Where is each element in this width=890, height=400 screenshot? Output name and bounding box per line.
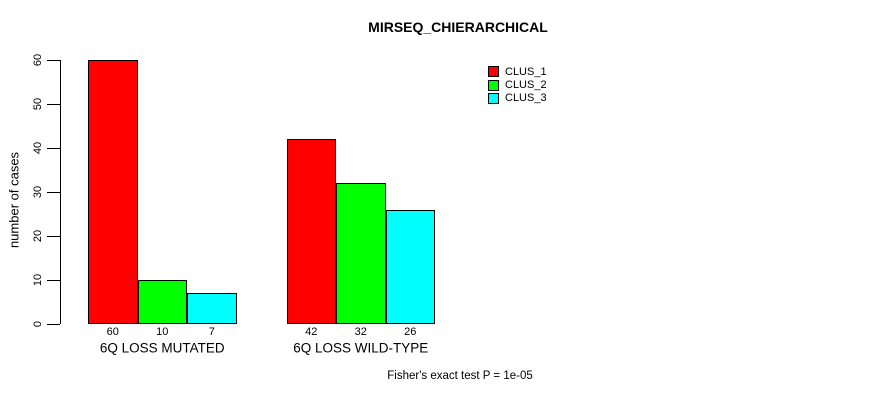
y-axis-tick [47, 104, 60, 105]
legend-label: CLUS_3 [505, 92, 547, 105]
legend-item: CLUS_1 [488, 65, 547, 78]
y-axis-tick [47, 280, 60, 281]
y-tick-label: 30 [32, 185, 44, 199]
legend-swatch [488, 92, 499, 104]
bar-value-label: 42 [305, 326, 318, 338]
bar-clus_1 [286, 139, 336, 324]
bar-value-label: 60 [106, 326, 119, 338]
y-axis-tick [47, 148, 60, 149]
legend-swatch [488, 79, 499, 91]
bar-value-label: 7 [208, 326, 215, 338]
bar-value-label: 26 [404, 326, 417, 338]
category-label: 6Q LOSS WILD-TYPE [293, 340, 429, 356]
legend-item: CLUS_2 [488, 78, 547, 91]
y-tick-label: 60 [32, 53, 44, 67]
y-tick-label: 10 [32, 273, 44, 287]
chart-title: MIRSEQ_CHIERARCHICAL [368, 19, 548, 35]
y-axis-tick [47, 236, 60, 237]
bar-clus_1 [88, 60, 138, 324]
legend: CLUS_1 CLUS_2 CLUS_3 [488, 65, 547, 105]
category-label: 6Q LOSS MUTATED [99, 340, 225, 356]
legend-label: CLUS_2 [505, 79, 547, 92]
y-axis-tick [47, 324, 60, 325]
legend-item: CLUS_3 [488, 92, 547, 105]
y-tick-label: 0 [32, 320, 44, 328]
bar-value-label: 10 [156, 326, 169, 338]
bar-clus_2 [137, 280, 187, 324]
footnote: Fisher's exact test P = 1e-05 [387, 370, 533, 382]
y-axis-tick [47, 192, 60, 193]
y-tick-label: 50 [32, 97, 44, 111]
bar-clus_3 [385, 209, 435, 324]
y-tick-label: 40 [32, 141, 44, 155]
bar-value-label: 32 [354, 326, 367, 338]
y-axis-tick [47, 60, 60, 61]
y-tick-label: 20 [32, 229, 44, 243]
bar-clus_2 [336, 183, 386, 324]
y-axis-line [60, 60, 61, 324]
bar-clus_3 [187, 293, 237, 324]
legend-label: CLUS_1 [505, 65, 547, 78]
y-axis-label: number of cases [6, 151, 22, 249]
legend-swatch [488, 66, 499, 78]
